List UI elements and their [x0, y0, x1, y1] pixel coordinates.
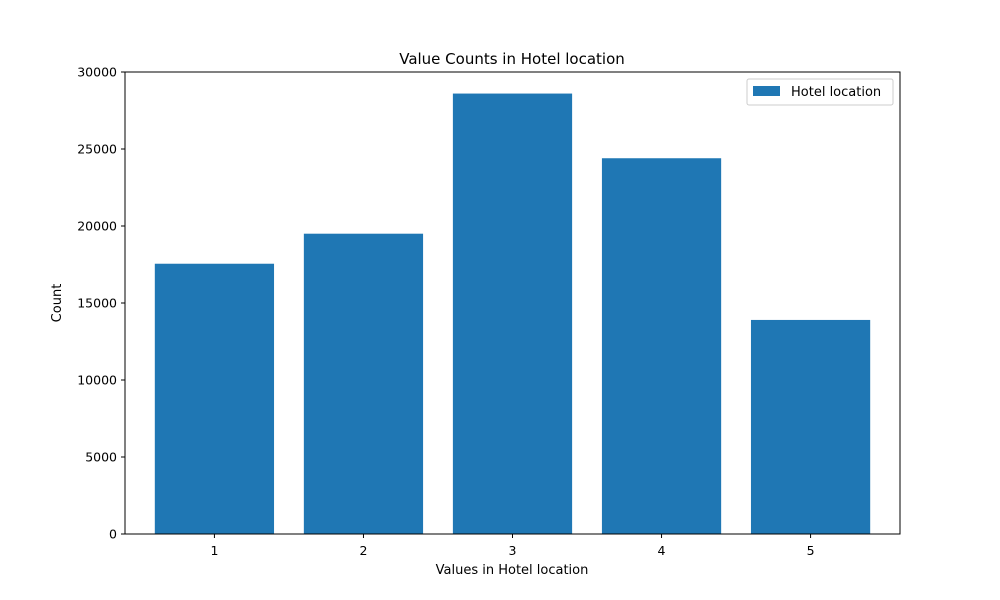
legend: Hotel location — [746, 78, 894, 106]
y-tick-label: 25000 — [77, 142, 117, 157]
bar-4 — [601, 158, 722, 535]
x-tick-label: 1 — [210, 543, 218, 558]
x-axis-ticks: 1 2 3 4 5 — [210, 534, 815, 558]
legend-frame — [746, 78, 894, 106]
bar-2 — [303, 233, 424, 534]
x-tick-label: 2 — [359, 543, 367, 558]
x-tick-label: 4 — [658, 543, 666, 558]
y-tick-label: 0 — [109, 527, 117, 542]
y-tick-label: 30000 — [77, 65, 117, 80]
y-tick-label: 15000 — [77, 296, 117, 311]
bar-1 — [154, 263, 275, 534]
y-tick-label: 10000 — [77, 373, 117, 388]
x-tick-label: 5 — [807, 543, 815, 558]
x-tick-label: 3 — [509, 543, 517, 558]
y-axis-label: Count — [50, 284, 65, 323]
bars-group — [154, 93, 871, 535]
bar-5 — [750, 319, 871, 534]
legend-swatch — [753, 86, 780, 96]
bar-3 — [452, 93, 573, 534]
y-tick-label: 5000 — [85, 450, 117, 465]
y-tick-label: 20000 — [77, 219, 117, 234]
legend-label: Hotel location — [791, 85, 881, 100]
chart-title: Value Counts in Hotel location — [399, 50, 625, 68]
y-axis-ticks: 0 5000 10000 15000 20000 25000 30000 — [77, 65, 125, 542]
x-axis-label: Values in Hotel location — [436, 563, 589, 578]
